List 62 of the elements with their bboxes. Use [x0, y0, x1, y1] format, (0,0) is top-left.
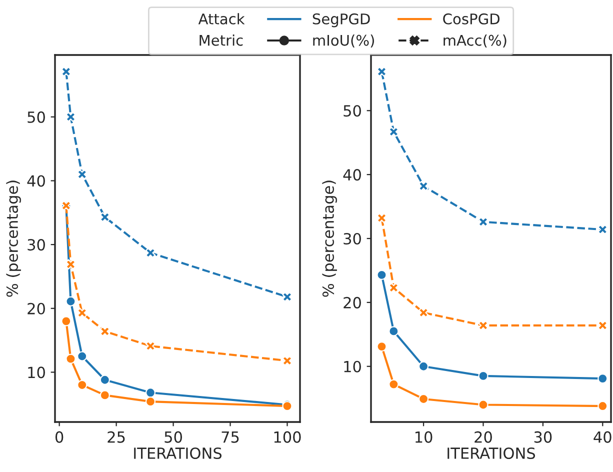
point	[388, 126, 399, 137]
point	[77, 351, 88, 362]
point	[100, 374, 110, 385]
text: Metric	[200, 34, 243, 46]
point	[61, 316, 72, 326]
x-axis-title: ITERATIONS	[448, 447, 536, 460]
x-tick-label: 20	[474, 431, 492, 443]
y-tick-label: 30	[344, 232, 361, 245]
point	[66, 259, 76, 270]
point	[376, 341, 387, 352]
y-tick-label: 30	[28, 239, 45, 251]
text: mIoU(%)	[313, 34, 374, 48]
point	[66, 296, 76, 306]
legend-label: CosPGD	[443, 13, 500, 24]
y-tick-label: 10	[344, 360, 361, 372]
point	[478, 370, 488, 382]
point	[388, 282, 399, 293]
point	[376, 66, 387, 77]
y-tick-label: 50	[28, 111, 45, 123]
y-tick-label: 40	[27, 175, 45, 187]
point	[145, 248, 156, 258]
point	[100, 212, 110, 222]
x-tick-label: 40	[594, 431, 612, 443]
point	[418, 361, 429, 372]
text: mAcc(%)	[444, 34, 506, 48]
point	[376, 270, 387, 280]
y-tick-label: 50	[344, 105, 361, 117]
text: Attack	[198, 13, 245, 24]
x-tick-label: 0	[55, 431, 64, 443]
x-tick-label: 30	[534, 431, 552, 443]
point	[388, 326, 399, 336]
y-axis-title: % (percentage)	[322, 180, 337, 297]
point	[77, 169, 88, 180]
point	[145, 388, 156, 398]
point	[66, 354, 76, 364]
point	[77, 308, 88, 318]
x-tick-label: 75	[222, 432, 239, 443]
point	[100, 326, 110, 336]
point	[61, 66, 72, 77]
point	[598, 373, 608, 384]
y-tick-label: 40	[343, 169, 361, 181]
point	[418, 308, 429, 318]
legend-label: SegPGD	[312, 13, 370, 28]
point	[598, 400, 608, 412]
point	[145, 396, 156, 407]
x-tick-label: 50	[164, 431, 182, 443]
x-tick-label: 10	[415, 431, 432, 443]
point	[418, 394, 429, 404]
point	[418, 181, 429, 192]
y-tick-label: 10	[28, 366, 45, 378]
x-tick-label: 100	[274, 431, 301, 443]
point	[100, 390, 110, 400]
x-axis-title: ITERATIONS	[134, 447, 222, 460]
point	[388, 379, 399, 390]
y-tick-label: 20	[28, 302, 45, 314]
point	[478, 216, 488, 227]
point	[66, 112, 76, 122]
y-axis-title: % (percentage)	[6, 180, 21, 297]
point	[478, 400, 488, 410]
x-tick-label: 25	[108, 431, 125, 443]
point	[77, 380, 88, 390]
y-tick-label: 20	[344, 296, 361, 308]
